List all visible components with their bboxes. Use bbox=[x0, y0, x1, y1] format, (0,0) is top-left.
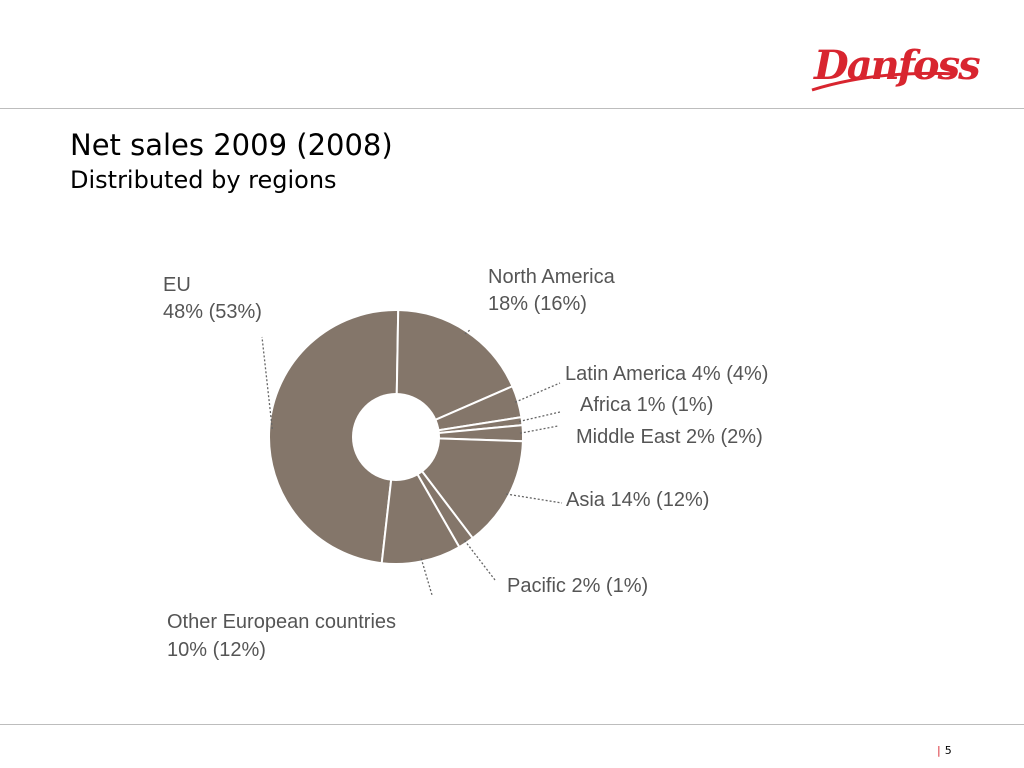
slide-subtitle: Distributed by regions bbox=[70, 166, 337, 194]
label-other-europe-value: 10% (12%) bbox=[167, 639, 266, 661]
leader-line-middle-east bbox=[519, 425, 559, 434]
label-north-america-name: North America bbox=[488, 266, 616, 288]
label-latin-america: Latin America 4% (4%) bbox=[565, 363, 768, 385]
label-other-europe-name: Other European countries bbox=[167, 611, 396, 633]
footer-divider bbox=[0, 724, 1024, 725]
label-eu-value: 48% (53%) bbox=[163, 301, 262, 323]
slide-title: Net sales 2009 (2008) bbox=[70, 128, 393, 162]
label-middle-east: Middle East 2% (2%) bbox=[576, 426, 763, 448]
leader-lines bbox=[261, 329, 563, 596]
header-divider bbox=[0, 108, 1024, 109]
page-number: 5 bbox=[944, 744, 952, 757]
label-eu-name: EU bbox=[163, 274, 191, 296]
footer-separator: | bbox=[937, 744, 941, 757]
label-asia: Asia 14% (12%) bbox=[566, 489, 709, 511]
logo-swoosh-icon bbox=[811, 71, 957, 92]
page-footer: | 5 bbox=[937, 744, 952, 757]
logo-text: Danfoss bbox=[814, 42, 981, 89]
label-pacific: Pacific 2% (1%) bbox=[507, 575, 648, 597]
leader-line-africa bbox=[518, 411, 561, 423]
danfoss-logo: Danfoss bbox=[806, 40, 981, 98]
label-africa: Africa 1% (1%) bbox=[580, 394, 713, 416]
donut-hole bbox=[352, 393, 440, 481]
slice-eu bbox=[268, 309, 400, 565]
leader-line-latin-america bbox=[514, 382, 561, 403]
leader-line-north-america bbox=[464, 329, 471, 335]
leader-line-asia bbox=[506, 493, 563, 504]
leader-line-other-european-countries bbox=[420, 558, 433, 596]
leader-line-eu bbox=[261, 336, 273, 430]
label-north-america-value: 18% (16%) bbox=[488, 293, 587, 315]
leader-line-pacific bbox=[464, 539, 496, 581]
